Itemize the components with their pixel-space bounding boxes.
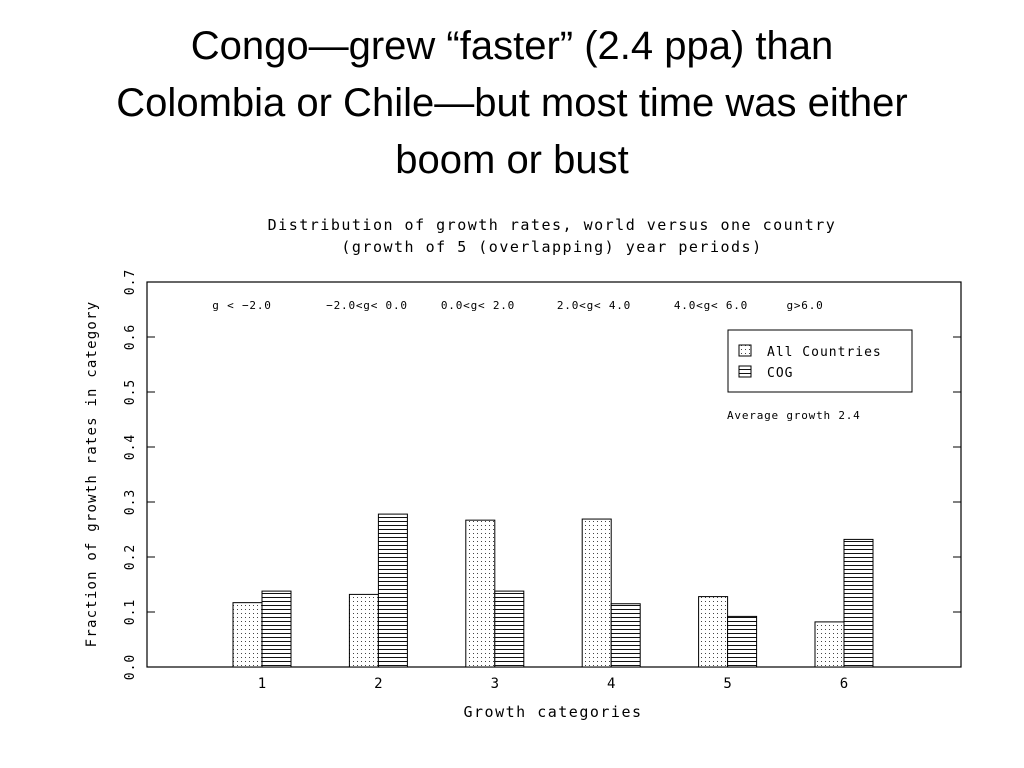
bar-cog [843,538,874,668]
x-axis: 1 2 3 4 5 6 [258,659,848,692]
bar-cog [727,615,758,668]
legend-label-all-countries: All Countries [767,345,882,360]
bar-all-countries [232,602,263,668]
x-axis-label: Growth categories [463,703,642,721]
bar-cog [261,590,292,668]
y-tick-label: 0.0 [123,654,138,680]
bar-all-countries [581,518,612,668]
x-tick-label: 6 [840,676,848,692]
legend-swatch-all-countries [738,344,752,357]
bar-cog [610,603,641,668]
average-growth-annotation: Average growth 2.4 [727,409,861,422]
category-range-label: 4.0<g< 6.0 [674,299,748,312]
x-tick-label: 4 [607,676,615,692]
bars [232,513,874,668]
bar-cog [494,590,525,668]
y-tick-label: 0.2 [123,544,138,570]
chart-subtitle: (growth of 5 (overlapping) year periods) [341,238,762,256]
legend-label-cog: COG [767,366,793,381]
y-axis: 0.0 0.1 0.2 0.3 0.4 0.5 0.6 0.7 [123,269,961,680]
x-tick-label: 3 [491,676,499,692]
bar-all-countries [465,519,496,668]
slide-title-line: Congo—grew “faster” (2.4 ppa) than [190,24,834,68]
category-range-label: −2.0<g< 0.0 [326,299,408,312]
slide-title: Congo—grew “faster” (2.4 ppa) than Colom… [40,18,984,189]
category-range-label: 0.0<g< 2.0 [441,299,515,312]
y-tick-label: 0.3 [123,489,138,515]
legend-box [727,329,913,393]
bar-all-countries [698,596,729,668]
category-range-labels: g < −2.0 −2.0<g< 0.0 0.0<g< 2.0 2.0<g< 4.0 4… [212,299,823,312]
y-tick-label: 0.4 [123,434,138,460]
y-tick-label: 0.7 [123,269,138,295]
y-tick-label: 0.1 [123,599,138,625]
bar-all-countries [348,593,379,668]
y-axis-label: Fraction of growth rates in category [84,301,100,648]
y-tick-label: 0.6 [123,324,138,350]
bar-cog [377,513,408,668]
category-range-label: g>6.0 [786,299,823,312]
chart-title: Distribution of growth rates, world vers… [268,216,837,234]
legend: All Countries COG [727,329,913,393]
x-tick-label: 5 [723,676,731,692]
x-tick-label: 2 [374,676,382,692]
plot-frame [146,281,962,668]
y-tick-label: 0.5 [123,379,138,405]
category-range-label: g < −2.0 [212,299,271,312]
slide-title-line: boom or bust [395,138,629,182]
slide-title-line: Colombia or Chile—but most time was eith… [116,81,908,125]
legend-swatch-cog [738,365,752,378]
bar-all-countries [814,621,845,668]
x-tick-label: 1 [258,676,266,692]
category-range-label: 2.0<g< 4.0 [557,299,631,312]
